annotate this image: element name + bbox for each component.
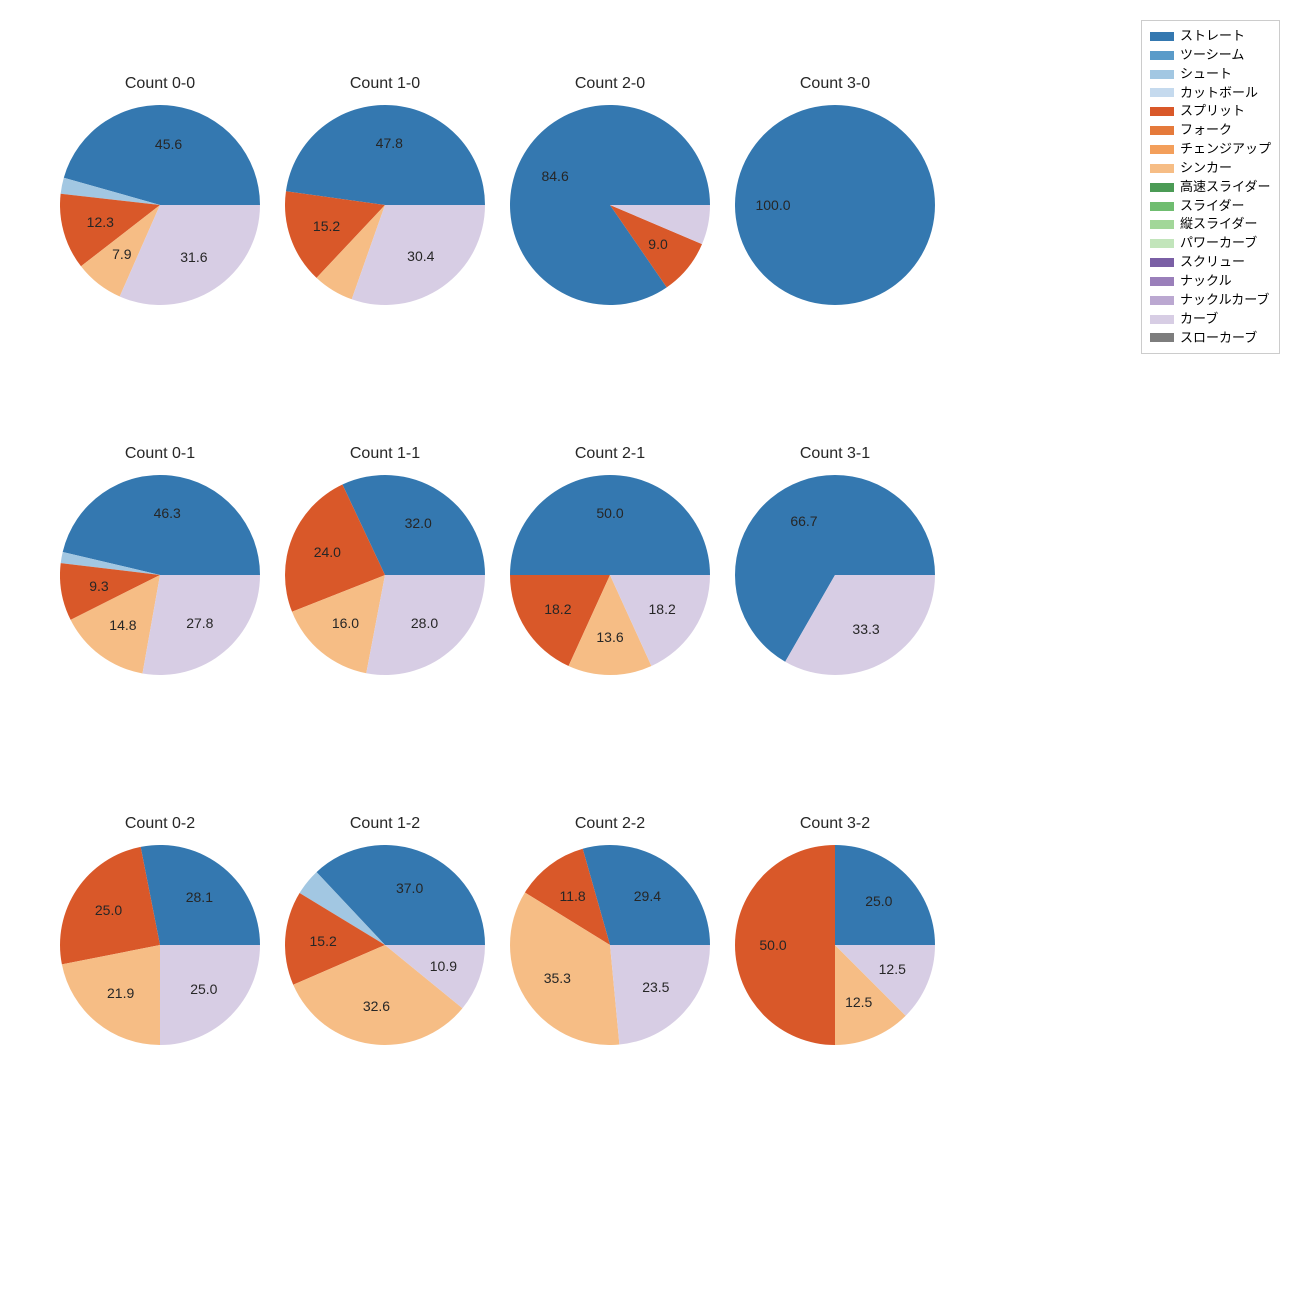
pie-chart: Count 0-045.612.37.931.6 <box>60 105 260 305</box>
legend-label: ツーシーム <box>1180 46 1244 65</box>
legend-row: スローカーブ <box>1150 329 1271 348</box>
pitch-mix-dashboard: ストレートツーシームシュートカットボールスプリットフォークチェンジアップシンカー… <box>0 0 1300 1300</box>
pie-svg <box>735 845 935 1045</box>
legend-row: パワーカーブ <box>1150 234 1271 253</box>
legend-row: ナックル <box>1150 272 1271 291</box>
legend-label: ナックル <box>1180 272 1232 291</box>
pie-slice <box>286 105 485 205</box>
pie-slice <box>160 945 260 1045</box>
pie-chart: Count 3-225.050.012.512.5 <box>735 845 935 1045</box>
pie-svg <box>60 105 260 305</box>
pie-chart: Count 1-237.015.232.610.9 <box>285 845 485 1045</box>
legend-label: ナックルカーブ <box>1180 291 1269 310</box>
pie-svg <box>285 475 485 675</box>
legend-swatch <box>1150 145 1174 154</box>
pie-svg <box>510 105 710 305</box>
chart-title: Count 0-1 <box>60 445 260 463</box>
legend-row: スライダー <box>1150 197 1271 216</box>
legend-label: スプリット <box>1180 102 1245 121</box>
legend-row: 高速スライダー <box>1150 178 1271 197</box>
legend-swatch <box>1150 164 1174 173</box>
legend-swatch <box>1150 277 1174 286</box>
legend-row: シンカー <box>1150 159 1271 178</box>
legend-label: パワーカーブ <box>1180 234 1257 253</box>
legend-label: チェンジアップ <box>1180 140 1271 159</box>
pie-chart: Count 3-166.733.3 <box>735 475 935 675</box>
legend-label: 縦スライダー <box>1180 215 1257 234</box>
legend-row: シュート <box>1150 65 1271 84</box>
legend-label: カーブ <box>1180 310 1218 329</box>
legend-row: ツーシーム <box>1150 46 1271 65</box>
pie-chart: Count 3-0100.0 <box>735 105 935 305</box>
legend-swatch <box>1150 220 1174 229</box>
legend-label: スクリュー <box>1180 253 1245 272</box>
pie-chart: Count 2-229.411.835.323.5 <box>510 845 710 1045</box>
pie-slice <box>610 945 710 1045</box>
pie-slice <box>141 845 260 945</box>
pie-slice <box>510 475 710 575</box>
legend-swatch <box>1150 88 1174 97</box>
chart-title: Count 3-0 <box>735 75 935 93</box>
pie-svg <box>510 475 710 675</box>
legend: ストレートツーシームシュートカットボールスプリットフォークチェンジアップシンカー… <box>1141 20 1280 354</box>
chart-title: Count 2-1 <box>510 445 710 463</box>
legend-swatch <box>1150 32 1174 41</box>
legend-row: スクリュー <box>1150 253 1271 272</box>
legend-swatch <box>1150 126 1174 135</box>
chart-title: Count 1-0 <box>285 75 485 93</box>
pie-svg <box>735 105 935 305</box>
legend-swatch <box>1150 258 1174 267</box>
legend-swatch <box>1150 239 1174 248</box>
chart-title: Count 3-1 <box>735 445 935 463</box>
pie-slice <box>366 575 485 675</box>
legend-swatch <box>1150 107 1174 116</box>
legend-label: ストレート <box>1180 27 1245 46</box>
legend-swatch <box>1150 202 1174 211</box>
legend-swatch <box>1150 296 1174 305</box>
pie-svg <box>60 475 260 675</box>
pie-svg <box>510 845 710 1045</box>
legend-label: カットボール <box>1180 84 1258 103</box>
pie-chart: Count 0-146.39.314.827.8 <box>60 475 260 675</box>
legend-row: スプリット <box>1150 102 1271 121</box>
legend-row: ストレート <box>1150 27 1271 46</box>
legend-swatch <box>1150 315 1174 324</box>
pie-slice <box>735 845 835 1045</box>
legend-swatch <box>1150 333 1174 342</box>
legend-row: カットボール <box>1150 84 1271 103</box>
legend-label: シュート <box>1180 65 1232 84</box>
pie-svg <box>285 845 485 1045</box>
legend-row: 縦スライダー <box>1150 215 1271 234</box>
pie-svg <box>285 105 485 305</box>
chart-title: Count 2-2 <box>510 815 710 833</box>
chart-title: Count 3-2 <box>735 815 935 833</box>
legend-swatch <box>1150 70 1174 79</box>
legend-swatch <box>1150 183 1174 192</box>
pie-chart: Count 1-132.024.016.028.0 <box>285 475 485 675</box>
chart-title: Count 2-0 <box>510 75 710 93</box>
chart-title: Count 0-2 <box>60 815 260 833</box>
legend-row: ナックルカーブ <box>1150 291 1271 310</box>
chart-title: Count 0-0 <box>60 75 260 93</box>
pie-chart: Count 1-047.815.230.4 <box>285 105 485 305</box>
chart-title: Count 1-1 <box>285 445 485 463</box>
legend-label: スライダー <box>1180 197 1244 216</box>
legend-row: フォーク <box>1150 121 1271 140</box>
legend-swatch <box>1150 51 1174 60</box>
pie-slice <box>142 575 260 675</box>
pie-chart: Count 2-084.69.0 <box>510 105 710 305</box>
pie-slice <box>735 105 935 305</box>
legend-label: シンカー <box>1180 159 1232 178</box>
pie-svg <box>60 845 260 1045</box>
pie-slice <box>835 845 935 945</box>
pie-chart: Count 2-150.018.213.618.2 <box>510 475 710 675</box>
legend-row: チェンジアップ <box>1150 140 1271 159</box>
legend-label: スローカーブ <box>1180 329 1257 348</box>
pie-chart: Count 0-228.125.021.925.0 <box>60 845 260 1045</box>
legend-row: カーブ <box>1150 310 1271 329</box>
chart-title: Count 1-2 <box>285 815 485 833</box>
legend-label: 高速スライダー <box>1180 178 1270 197</box>
legend-label: フォーク <box>1180 121 1232 140</box>
pie-svg <box>735 475 935 675</box>
